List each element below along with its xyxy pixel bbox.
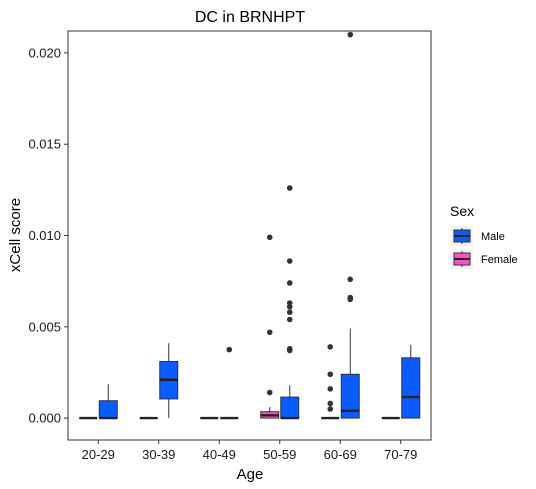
outlier-point — [266, 234, 273, 241]
legend-label: Male — [481, 231, 505, 243]
plot-panel — [67, 30, 432, 441]
outlier-point — [347, 296, 354, 303]
x-tick-label: 70-79 — [384, 447, 417, 462]
outlier-point — [327, 344, 334, 350]
box-male-50-59 — [280, 185, 300, 420]
box-body — [340, 373, 360, 419]
y-axis-title: xCell score — [7, 198, 24, 272]
x-tick-label: 20-29 — [82, 447, 115, 462]
legend-title: Sex — [450, 203, 474, 219]
y-tick-label: 0.020 — [28, 45, 61, 60]
x-tick-label: 60-69 — [324, 447, 357, 462]
outlier-point — [286, 280, 293, 286]
box-body — [98, 400, 118, 419]
x-axis: 20-29 30-39 40-49 50-59 60-69 70-79 — [82, 440, 417, 462]
outlier-point — [286, 316, 293, 323]
outlier-point — [327, 386, 334, 392]
legend-label: Female — [481, 254, 518, 266]
outlier-point — [327, 400, 334, 407]
box-body — [401, 357, 421, 419]
legend: Sex Male Female — [450, 203, 518, 269]
box-male-60-69 — [340, 31, 360, 419]
outlier-point — [226, 346, 233, 353]
y-axis: 0.000 0.005 0.010 0.015 0.020 — [28, 45, 68, 426]
outlier-point — [286, 303, 293, 310]
outlier-point — [286, 185, 293, 191]
box-male-70-79 — [401, 345, 421, 419]
box-male-30-39 — [159, 343, 179, 419]
outlier-point — [327, 371, 334, 378]
box-male-40-49 — [220, 346, 239, 420]
x-axis-title: Age — [237, 466, 264, 483]
chart-title: DC in BRNHPT — [195, 9, 305, 26]
outlier-point — [286, 258, 293, 264]
x-tick-label: 30-39 — [142, 447, 175, 462]
y-tick-label: 0.010 — [28, 228, 61, 243]
y-tick-label: 0.005 — [28, 319, 61, 334]
outlier-point — [327, 406, 334, 412]
box-body — [280, 396, 300, 419]
legend-item-female: Female — [451, 249, 518, 269]
plot-marks — [79, 31, 421, 420]
y-tick-label: 0.000 — [28, 411, 61, 426]
outlier-point — [266, 389, 273, 396]
outlier-point — [286, 309, 293, 315]
outlier-point — [286, 347, 293, 354]
box-male-20-29 — [98, 384, 118, 420]
y-tick-label: 0.015 — [28, 137, 61, 152]
box-female-60-69 — [321, 344, 340, 420]
legend-item-male: Male — [451, 226, 505, 246]
box-female-50-59 — [260, 234, 280, 419]
outlier-point — [347, 31, 354, 38]
x-tick-label: 50-59 — [263, 447, 296, 462]
x-tick-label: 40-49 — [203, 447, 236, 462]
outlier-point — [266, 329, 273, 336]
outlier-point — [347, 276, 354, 283]
